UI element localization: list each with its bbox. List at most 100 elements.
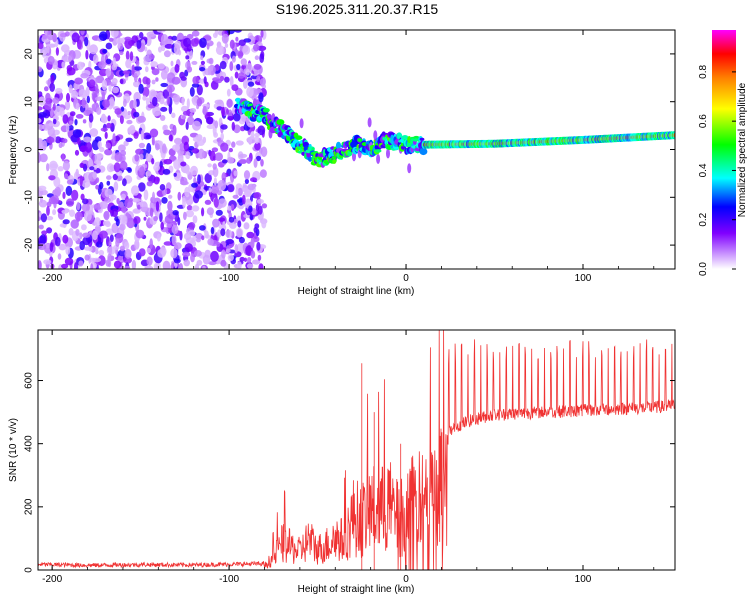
heat-cell xyxy=(213,197,219,208)
heat-cell xyxy=(62,234,69,244)
heat-cell xyxy=(97,140,102,149)
heat-cell xyxy=(74,119,78,126)
heat-cell xyxy=(226,98,233,109)
heat-cell xyxy=(119,223,126,231)
heat-cell xyxy=(138,83,144,94)
y-tick-label: 20 xyxy=(24,48,35,60)
heat-cell xyxy=(49,160,58,172)
heat-cell xyxy=(160,82,168,88)
heat-cell xyxy=(153,176,160,185)
heat-cell xyxy=(88,113,94,123)
heat-cell xyxy=(225,229,233,238)
heat-cell xyxy=(38,224,44,230)
heat-cell xyxy=(151,79,156,85)
x-tick-label: 100 xyxy=(575,273,592,284)
heat-cell xyxy=(207,65,211,76)
heat-cell xyxy=(89,128,99,137)
heat-cell xyxy=(47,55,55,65)
heat-cell xyxy=(149,238,153,250)
heat-cell xyxy=(231,121,235,131)
heat-cell xyxy=(111,77,118,85)
heat-cell xyxy=(155,77,159,82)
heat-cell xyxy=(256,75,261,83)
heat-cell xyxy=(82,119,87,124)
heat-cell xyxy=(105,142,111,149)
colorbar-tick-label: 0.0 xyxy=(698,262,709,276)
heat-cell xyxy=(127,126,136,134)
heat-cell xyxy=(100,115,108,124)
heat-cell xyxy=(189,108,197,113)
heat-cell xyxy=(112,57,116,67)
colorbar-tick-label: 0.8 xyxy=(698,64,709,78)
heat-cell xyxy=(237,50,244,59)
heat-cell xyxy=(52,118,57,125)
heat-cell xyxy=(335,141,342,150)
heat-cell xyxy=(88,246,93,252)
heat-cell xyxy=(210,184,220,194)
heat-cell xyxy=(227,205,232,211)
heat-cell xyxy=(182,110,190,116)
heat-cell xyxy=(208,261,217,266)
heat-cell xyxy=(146,142,152,154)
heat-cell xyxy=(62,219,70,225)
heat-cell xyxy=(125,59,132,69)
heat-cell xyxy=(192,120,201,131)
heat-cell xyxy=(38,260,42,269)
heat-cell xyxy=(124,248,132,259)
heat-cell xyxy=(221,172,227,182)
heat-cell xyxy=(191,60,198,65)
heat-cell xyxy=(101,91,106,101)
heat-cell xyxy=(81,97,87,109)
heat-cell xyxy=(123,256,132,264)
heat-cell xyxy=(131,185,140,196)
heat-cell xyxy=(257,45,267,51)
heat-cell xyxy=(139,166,146,176)
heat-cell xyxy=(104,149,113,156)
heat-cell xyxy=(260,146,268,158)
heat-cell xyxy=(180,105,189,113)
heat-cell xyxy=(401,135,409,141)
heat-cell xyxy=(191,182,198,188)
heat-cell xyxy=(58,142,63,148)
heat-cell xyxy=(222,221,226,230)
heat-cell xyxy=(78,260,84,267)
heat-cell xyxy=(126,119,133,125)
heat-cell xyxy=(94,217,101,227)
heat-cell xyxy=(133,99,137,109)
heat-cell xyxy=(85,49,89,60)
heat-cell xyxy=(111,64,117,71)
heat-cell xyxy=(82,198,89,205)
heat-cell xyxy=(185,209,195,218)
heat-cell xyxy=(95,96,104,102)
heat-cell xyxy=(38,106,43,111)
heat-cell xyxy=(148,54,155,60)
heat-cell xyxy=(213,132,219,138)
heat-cell xyxy=(210,226,215,235)
heat-cell xyxy=(106,122,112,129)
heat-cell xyxy=(191,83,200,88)
heat-cell xyxy=(207,163,212,168)
heat-cell xyxy=(172,124,177,136)
heat-cell xyxy=(102,99,111,108)
heat-cell xyxy=(135,148,144,155)
heat-cell xyxy=(146,256,153,266)
heat-cell xyxy=(174,63,180,73)
heat-cell xyxy=(186,66,193,73)
heat-cell xyxy=(261,220,267,229)
heat-cell xyxy=(95,177,100,184)
heat-cell xyxy=(185,121,189,130)
heat-cell xyxy=(207,238,214,246)
heat-cell xyxy=(68,228,74,236)
heat-cell xyxy=(120,106,125,112)
heat-cell xyxy=(124,241,130,250)
heat-cell xyxy=(172,210,179,216)
heat-cell xyxy=(212,163,217,170)
heat-cell xyxy=(221,249,226,259)
heat-cell xyxy=(261,203,268,209)
heat-cell xyxy=(231,141,236,148)
heat-cell xyxy=(256,241,261,251)
heat-cell xyxy=(104,131,108,139)
heat-cell xyxy=(210,250,219,262)
heat-cell xyxy=(83,210,92,222)
heat-cell xyxy=(197,174,201,185)
